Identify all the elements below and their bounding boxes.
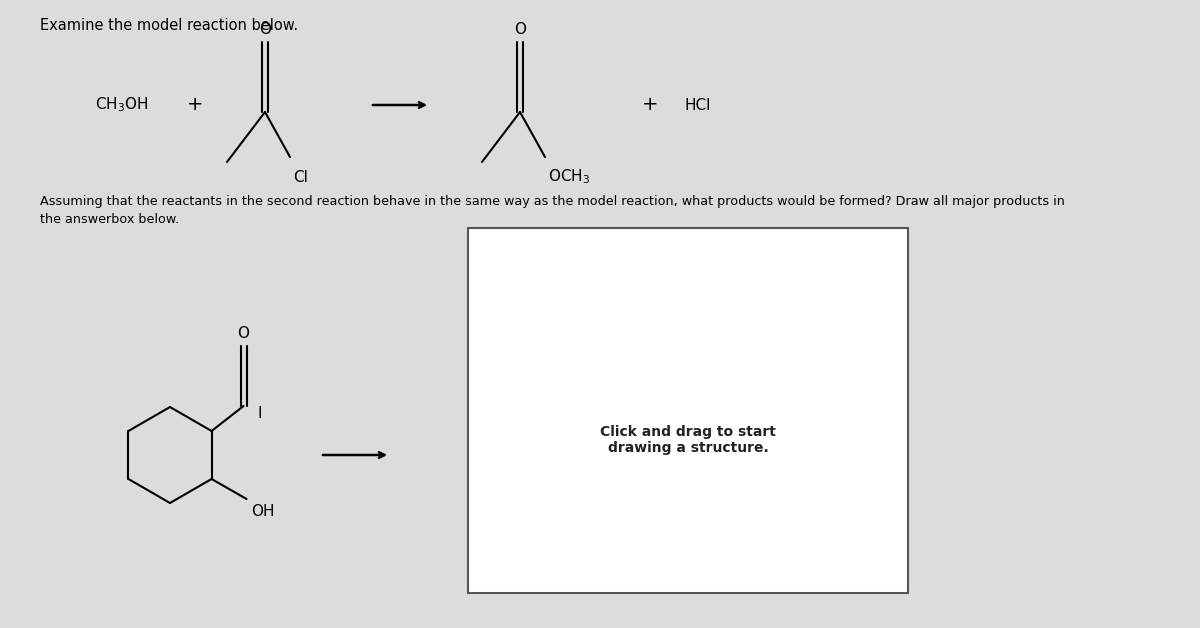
Text: HCl: HCl bbox=[685, 97, 712, 112]
Text: O: O bbox=[259, 22, 271, 37]
Text: I: I bbox=[258, 406, 262, 421]
Text: Click and drag to start
drawing a structure.: Click and drag to start drawing a struct… bbox=[600, 425, 776, 455]
Text: O: O bbox=[514, 22, 526, 37]
FancyBboxPatch shape bbox=[468, 228, 908, 593]
Text: Cl: Cl bbox=[293, 170, 308, 185]
Text: +: + bbox=[187, 95, 203, 114]
Text: Assuming that the reactants in the second reaction behave in the same way as the: Assuming that the reactants in the secon… bbox=[40, 195, 1064, 226]
Text: Examine the model reaction below.: Examine the model reaction below. bbox=[40, 18, 298, 33]
Text: CH$_3$OH: CH$_3$OH bbox=[95, 95, 149, 114]
Text: OH: OH bbox=[252, 504, 275, 519]
Text: +: + bbox=[642, 95, 659, 114]
Text: OCH$_3$: OCH$_3$ bbox=[548, 167, 590, 186]
Text: O: O bbox=[238, 326, 250, 341]
